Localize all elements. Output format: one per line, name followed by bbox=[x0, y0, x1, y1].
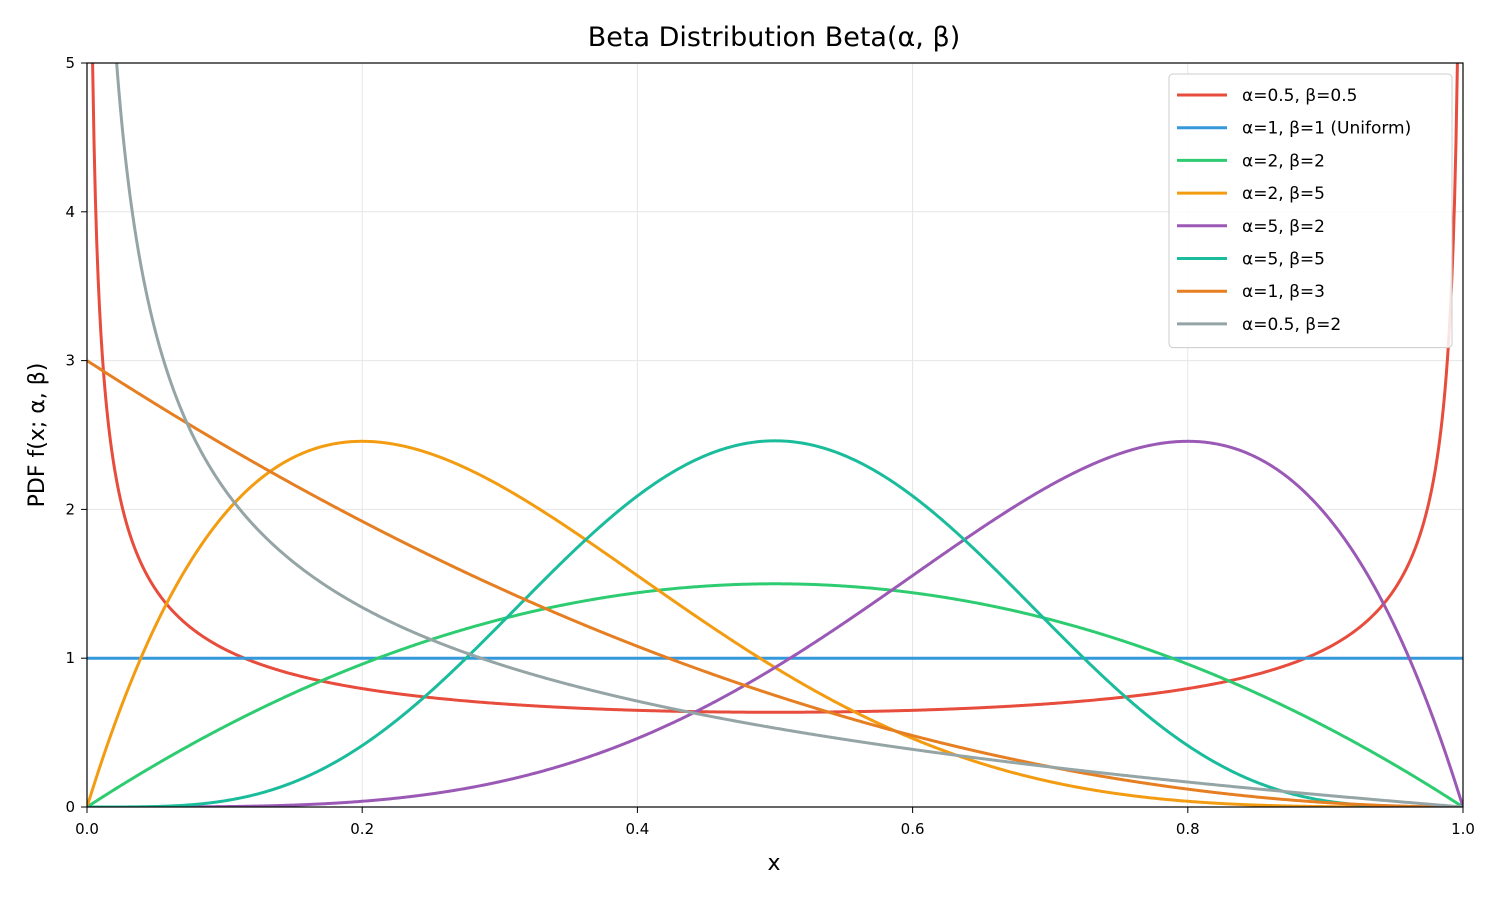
series-line-6 bbox=[87, 439, 1463, 807]
plot-frame bbox=[86, 62, 1464, 808]
y-axis-label: PDF f(x; α, β) bbox=[25, 363, 50, 508]
series-line-8 bbox=[115, 63, 1463, 807]
legend-box bbox=[1168, 73, 1453, 349]
legend-label: α=5, β=2 bbox=[1242, 217, 1325, 237]
series-line-7 bbox=[87, 359, 1463, 807]
y-tick-label: 1 bbox=[65, 649, 75, 667]
x-tick-label: 1.0 bbox=[1451, 820, 1475, 838]
legend-label: α=5, β=5 bbox=[1242, 250, 1325, 270]
series-line-5 bbox=[87, 439, 1463, 807]
y-tick-label: 0 bbox=[65, 798, 75, 816]
legend-label: α=0.5, β=0.5 bbox=[1242, 86, 1357, 106]
x-axis-ticks: 0.0 0.2 0.4 0.6 0.8 1.0 bbox=[75, 807, 1475, 838]
legend: α=0.5, β=0.5 α=1, β=1 (Uniform) α=2, β=2 α=… bbox=[1168, 73, 1453, 349]
x-tick-label: 0.2 bbox=[350, 820, 374, 838]
legend-label: α=2, β=2 bbox=[1242, 151, 1325, 171]
x-tick-label: 0.0 bbox=[75, 820, 99, 838]
legend-label: α=2, β=5 bbox=[1242, 184, 1325, 204]
x-axis-label: x bbox=[767, 851, 780, 876]
x-tick-label: 0.4 bbox=[625, 820, 649, 838]
y-tick-label: 4 bbox=[65, 203, 75, 221]
x-tick-label: 0.8 bbox=[1176, 820, 1200, 838]
legend-label: α=1, β=1 (Uniform) bbox=[1242, 119, 1411, 139]
legend-label: α=0.5, β=2 bbox=[1242, 315, 1341, 335]
legend-label: α=1, β=3 bbox=[1242, 282, 1325, 302]
x-tick-label: 0.6 bbox=[901, 820, 925, 838]
plot-lines bbox=[87, 63, 1463, 807]
series-line-1 bbox=[91, 63, 1459, 714]
series-line-3 bbox=[87, 582, 1463, 807]
y-tick-label: 3 bbox=[65, 352, 75, 370]
y-tick-label: 2 bbox=[65, 500, 75, 518]
chart-title: Beta Distribution Beta(α, β) bbox=[588, 22, 960, 53]
y-tick-label: 5 bbox=[65, 54, 75, 72]
y-axis-ticks: 0 1 2 3 4 5 bbox=[65, 54, 87, 816]
